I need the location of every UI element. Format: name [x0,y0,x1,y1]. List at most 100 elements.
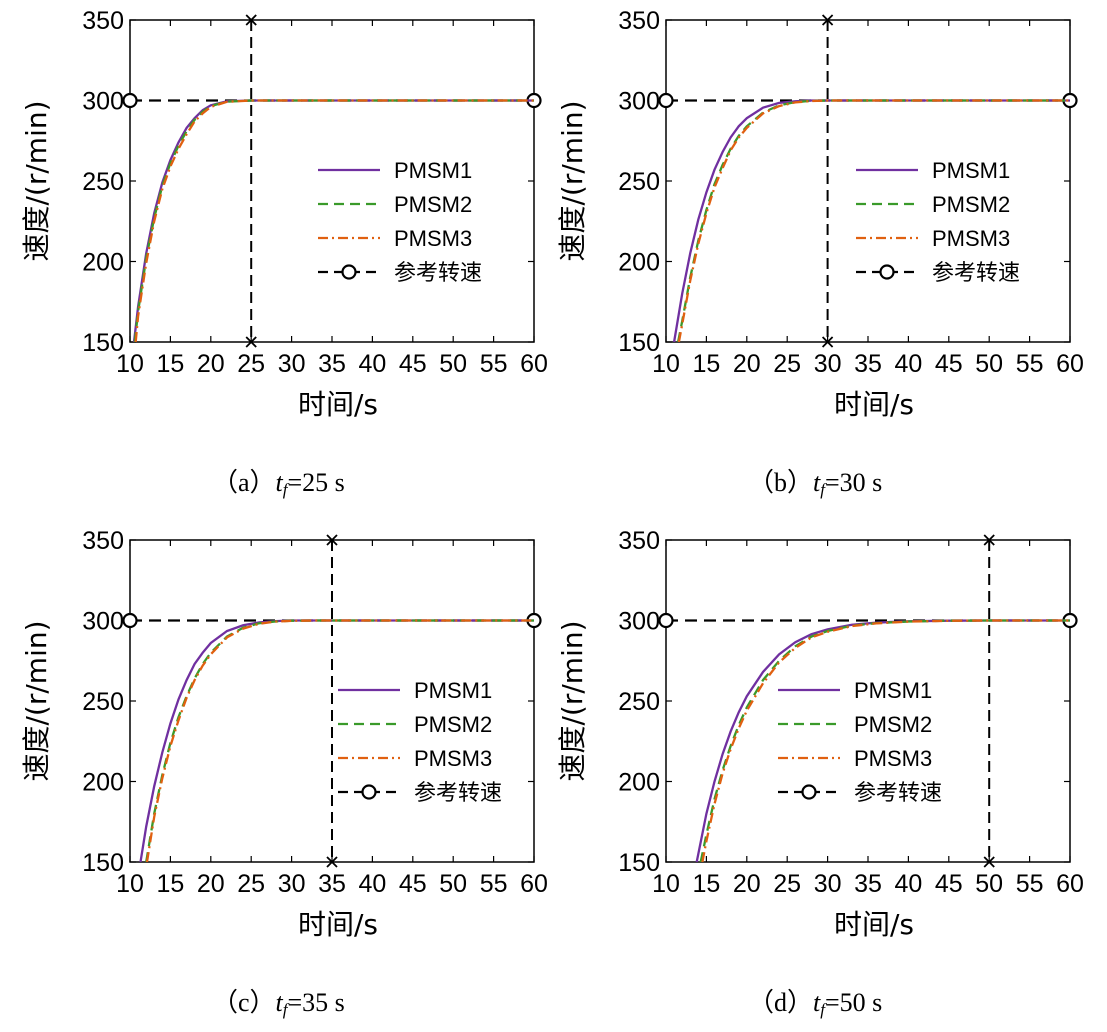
y-tick-label: 150 [82,849,124,877]
y-tick-label: 200 [618,769,660,797]
caption-value: =25 s [287,468,345,497]
legend-label: 参考转速 [414,780,502,805]
y-tick-label: 200 [618,249,660,277]
tf-marker [326,856,338,868]
x-tick-label: 30 [814,350,842,378]
y-tick-label: 300 [82,608,124,636]
caption-label: （a） [212,468,276,497]
panel-caption: （a）tf=25 s [212,462,345,500]
legend: PMSM1 PMSM2 PMSM3 参考转速 [338,678,502,805]
x-tick-label: 60 [1056,870,1084,898]
chart-panel: 150 200 250 300 350 10 15 20 25 30 35 40 45 50 55 60 时间/… [536,520,1089,1032]
x-tick-label: 55 [1016,350,1044,378]
x-tick-label: 25 [237,870,265,898]
reference-marker [658,92,674,109]
x-tick-label: 55 [1016,870,1044,898]
x-tick-label: 25 [773,350,801,378]
x-tick-label: 15 [692,870,720,898]
x-tick-label: 45 [935,870,963,898]
chart-svg: 150 200 250 300 350 10 15 20 25 30 35 40 45 50 55 60 时间/… [556,7,1084,421]
legend-label: PMSM1 [414,678,492,703]
y-tick-label: 350 [82,527,124,555]
legend-marker [361,784,377,800]
caption-subscript: f [820,1000,825,1019]
legend-label: 参考转速 [394,260,482,285]
chart-svg: 150 200 250 300 350 10 15 20 25 30 35 40 45 50 55 60 时间/… [20,7,548,421]
y-axis-title: 速度/(r/min) [20,620,53,781]
caption-variable: t [275,468,283,497]
tf-marker [245,14,257,26]
x-tick-label: 45 [399,350,427,378]
x-tick-label: 20 [197,870,225,898]
panel-caption: （c）tf=35 s [212,982,345,1020]
y-tick-label: 350 [618,527,660,555]
legend-label: 参考转速 [932,260,1020,285]
x-axis-title: 时间/s [298,388,378,421]
x-tick-label: 10 [652,350,680,378]
x-tick-label: 20 [197,350,225,378]
series-line-pmsm2 [699,619,1070,862]
series-line-pmsm3 [134,99,534,342]
x-tick-label: 60 [1056,350,1084,378]
x-tick-label: 40 [894,350,922,378]
x-tick-label: 60 [520,350,548,378]
y-tick-label: 300 [82,88,124,116]
legend-label: PMSM1 [394,158,472,183]
chart-panel: 150 200 250 300 350 10 15 20 25 30 35 40 45 50 55 60 时间/… [0,0,553,512]
x-tick-label: 15 [692,350,720,378]
legend-label: PMSM2 [854,712,932,737]
caption-value: =35 s [287,988,345,1017]
x-tick-label: 20 [733,350,761,378]
tf-marker [983,534,995,546]
y-tick-label: 350 [82,7,124,35]
caption-subscript: f [820,480,825,499]
x-tick-label: 50 [975,350,1003,378]
x-tick-label: 40 [894,870,922,898]
x-tick-label: 10 [116,350,144,378]
panel-caption: （d）tf=50 s [748,982,882,1020]
caption-variable: t [813,468,821,497]
legend-label: PMSM2 [414,712,492,737]
panel-caption: （b）tf=30 s [748,462,882,500]
legend-label: 参考转速 [854,780,942,805]
caption-subscript: f [282,480,288,499]
series-line-pmsm1 [695,619,1070,862]
x-tick-label: 45 [399,870,427,898]
x-tick-label: 35 [318,350,346,378]
y-tick-label: 250 [618,688,660,716]
y-axis-title: 速度/(r/min) [556,100,589,261]
x-tick-label: 50 [439,350,467,378]
y-tick-label: 150 [618,849,660,877]
legend-label: PMSM2 [932,192,1010,217]
x-tick-label: 50 [439,870,467,898]
x-tick-label: 20 [733,870,761,898]
y-tick-label: 200 [82,769,124,797]
y-tick-label: 200 [82,249,124,277]
caption-label: （c） [212,988,276,1017]
x-axis-title: 时间/s [834,388,914,421]
x-axis-title: 时间/s [298,908,378,941]
x-tick-label: 55 [480,870,508,898]
caption-variable: t [275,988,283,1017]
caption-label: （b） [748,468,814,497]
x-tick-label: 40 [358,870,386,898]
series-line-pmsm3 [677,99,1070,342]
legend-marker [801,784,817,800]
reference-marker [658,612,674,629]
series-line-pmsm2 [676,99,1070,342]
x-tick-label: 15 [156,870,184,898]
series-line-pmsm2 [133,99,534,342]
x-tick-label: 10 [116,870,144,898]
x-tick-label: 35 [854,870,882,898]
x-tick-label: 30 [814,870,842,898]
caption-variable: t [813,988,821,1017]
x-tick-label: 40 [358,350,386,378]
chart-svg: 150 200 250 300 350 10 15 20 25 30 35 40 45 50 55 60 时间/… [556,527,1084,941]
legend-label: PMSM1 [932,158,1010,183]
chart-panel: 150 200 250 300 350 10 15 20 25 30 35 40 45 50 55 60 时间/… [0,520,553,1032]
legend-label: PMSM3 [932,226,1010,251]
legend-label: PMSM3 [394,226,472,251]
y-tick-label: 150 [82,329,124,357]
y-tick-label: 350 [618,7,660,35]
x-tick-label: 25 [773,870,801,898]
